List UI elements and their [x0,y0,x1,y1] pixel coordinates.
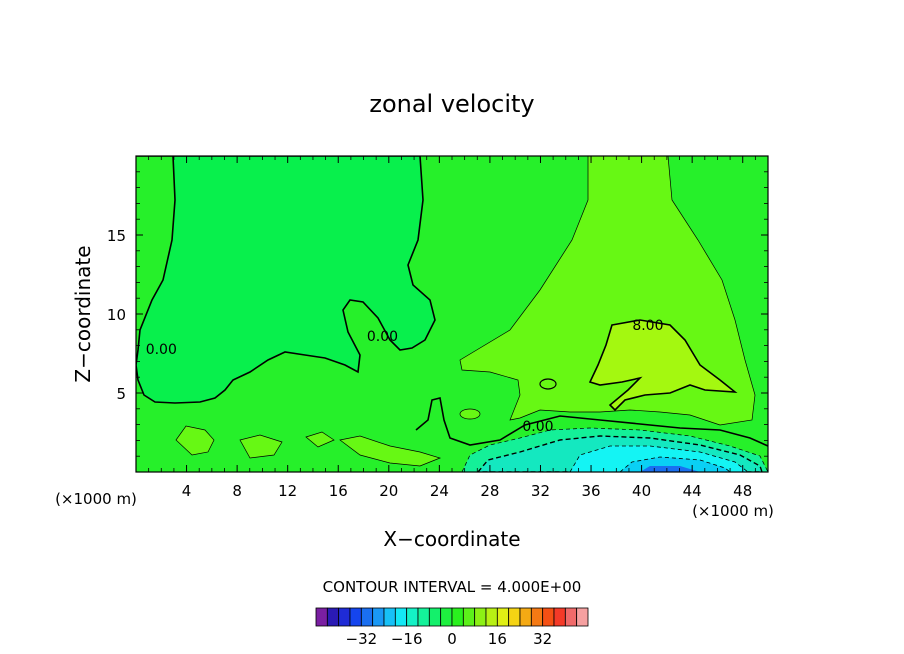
colorbar-swatch [417,607,430,627]
contour-island-4 [239,434,283,459]
y-axis-label: Z−coordinate [71,245,95,382]
colorbar-swatch [315,607,328,627]
colorbar-swatch [394,607,408,627]
contour-island-1 [539,378,557,390]
colorbar-tick-label: −32 [346,630,378,648]
contour-label: 0.00 [367,329,398,345]
colorbar-tick-label: 0 [447,630,457,648]
x-tick-label: 44 [683,482,702,500]
x-tick-label: 16 [329,482,348,500]
colorbar: −32 −16 0 16 32 [315,607,589,648]
colorbar-swatch [338,607,351,627]
colorbar-tick-label: 32 [533,630,552,648]
y-tick-label: 15 [107,227,126,245]
contour-interval-label: CONTOUR INTERVAL = 4.000E+00 [323,578,582,596]
contour-island-5 [305,431,335,448]
x-axis-label: X−coordinate [383,527,520,551]
contour-island-6 [339,435,442,467]
colorbar-swatch [349,607,362,627]
colorbar-swatch [508,607,521,627]
colorbar-swatch [360,607,374,627]
colorbar-swatch [440,607,453,627]
x-tick-label: 24 [430,482,449,500]
contour-label: 0.00 [146,342,177,358]
x-tick-label: 20 [379,482,398,500]
contour-zero-region-left [136,156,436,404]
x-unit-label: (×1000 m) [692,502,774,520]
x-tick-label: 28 [480,482,499,500]
contour-label: 0.00 [522,419,553,435]
x-tick-label: 8 [232,482,242,500]
contour-island-3 [175,425,215,456]
y-tick-label: 10 [107,306,126,324]
colorbar-swatch [496,607,510,627]
contour-zero-lower [415,397,768,447]
colorbar-swatch [451,607,464,627]
x-tick-label: 32 [531,482,550,500]
colorbar-swatch [485,607,498,627]
colorbar-tick-label: −16 [391,630,423,648]
x-tick-label: 36 [581,482,600,500]
x-tick-marks: 4 8 12 16 20 24 28 32 36 40 44 48 [148,156,756,500]
contour-pos8-region [588,319,738,412]
colorbar-swatch [519,607,532,627]
colorbar-swatch [530,607,544,627]
x-tick-label: 4 [182,482,192,500]
x-tick-label: 12 [278,482,297,500]
chart-title: zonal velocity [369,90,534,118]
colorbar-swatch [383,607,396,627]
x-tick-label: 48 [733,482,752,500]
y-tick-marks: 5 10 15 [107,171,768,457]
colorbar-swatch [553,607,566,627]
x-tick-label: 40 [632,482,651,500]
contour-island-2 [459,408,481,420]
colorbar-tick-label: 16 [488,630,507,648]
contour-neg20-region [640,466,700,472]
colorbar-swatch [428,607,442,627]
colorbar-swatch [372,607,385,627]
colorbar-swatch [542,607,555,627]
colorbar-swatch [462,607,476,627]
contour-label: 8.00 [632,318,663,334]
colorbar-swatch [326,607,340,627]
colorbar-swatch [474,607,487,627]
colorbar-swatch [406,607,419,627]
colorbar-swatch [576,607,589,627]
z-unit-label: (×1000 m) [55,490,137,508]
y-tick-label: 5 [116,385,126,403]
contour-labels: 0.00 0.00 0.00 8.00 [146,318,664,435]
colorbar-swatch [564,607,578,627]
